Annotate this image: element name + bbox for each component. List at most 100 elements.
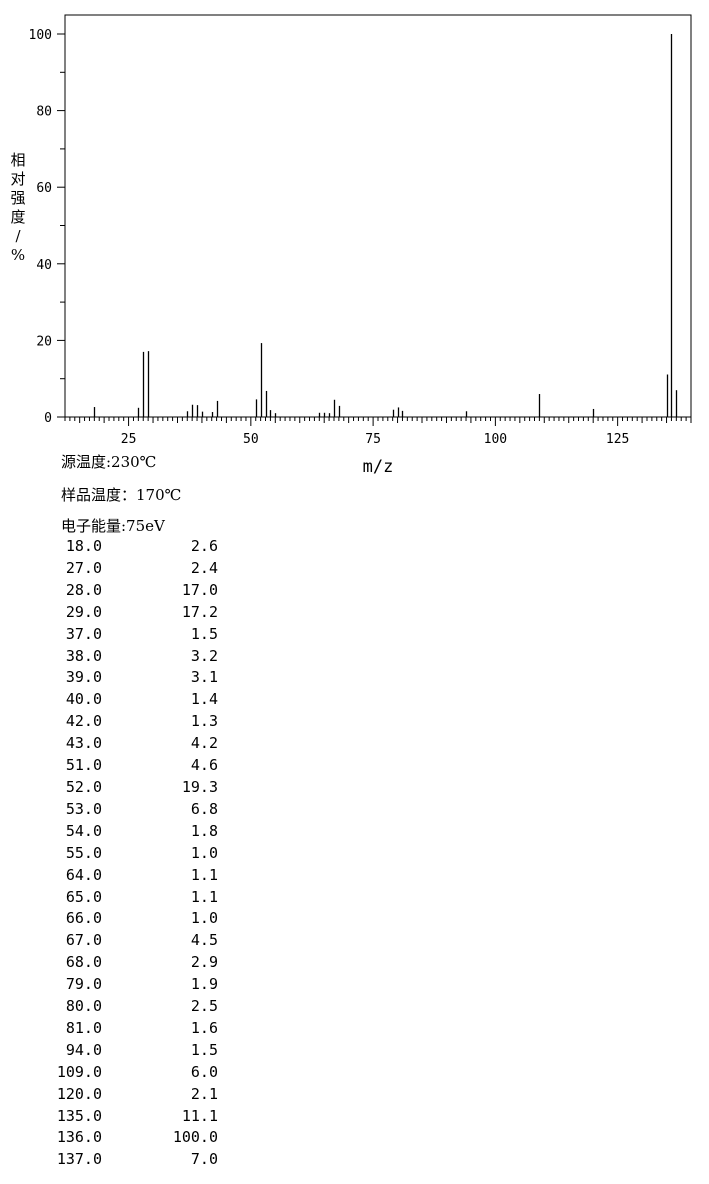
x-tick-label: 75 bbox=[365, 432, 381, 447]
x-tick-label: 125 bbox=[606, 432, 629, 447]
peak-mz: 43.0 bbox=[65, 734, 102, 753]
y-tick-label: 60 bbox=[36, 181, 52, 196]
peak-mz: 79.0 bbox=[65, 975, 102, 994]
peak-abundance: 4.2 bbox=[190, 734, 218, 753]
peak-row: 120.0 2.1 bbox=[44, 1084, 218, 1106]
peak-abundance: 1.4 bbox=[190, 690, 218, 709]
x-axis-ticks: 25 50 75 100 125 bbox=[121, 417, 629, 447]
peak-abundance: 17.2 bbox=[181, 602, 218, 621]
peak-row: 67.0 4.5 bbox=[44, 930, 218, 952]
peak-abundance: 1.1 bbox=[190, 887, 218, 906]
peak-row: 40.0 1.4 bbox=[44, 689, 218, 711]
sample-temperature: 样品温度：170℃ bbox=[61, 486, 182, 504]
peak-mz: 51.0 bbox=[65, 756, 102, 775]
peak-mz: 66.0 bbox=[65, 909, 102, 928]
peak-row: 65.0 1.1 bbox=[44, 887, 218, 909]
peak-abundance: 4.5 bbox=[190, 931, 218, 950]
y-tick-label: 0 bbox=[44, 411, 52, 426]
peak-row: 53.0 6.8 bbox=[44, 799, 218, 821]
y-tick-label: 80 bbox=[36, 105, 52, 120]
peak-abundance: 2.6 bbox=[190, 537, 218, 555]
peak-mz: 37.0 bbox=[65, 624, 102, 643]
peak-mz: 80.0 bbox=[65, 997, 102, 1016]
peak-abundance: 1.3 bbox=[190, 712, 218, 731]
peak-abundance: 1.8 bbox=[190, 821, 218, 840]
peak-row: 27.0 2.4 bbox=[44, 558, 218, 580]
peak-mz: 40.0 bbox=[65, 690, 102, 709]
peak-mz: 38.0 bbox=[65, 646, 102, 665]
peak-row: 137.0 7.0 bbox=[44, 1149, 218, 1171]
x-tick-label: 25 bbox=[121, 432, 137, 447]
peak-row: 42.0 1.3 bbox=[44, 711, 218, 733]
peak-row: 52.0 19.3 bbox=[44, 777, 218, 799]
peak-abundance: 11.1 bbox=[181, 1106, 218, 1125]
peak-row: 28.0 17.0 bbox=[44, 580, 218, 602]
peak-abundance: 2.9 bbox=[190, 953, 218, 972]
peak-abundance: 19.3 bbox=[181, 777, 218, 796]
peak-row: 80.0 2.5 bbox=[44, 996, 218, 1018]
peak-row: 38.0 3.2 bbox=[44, 646, 218, 668]
peak-row: 135.0 11.1 bbox=[44, 1106, 218, 1128]
peak-abundance: 7.0 bbox=[190, 1150, 218, 1169]
peak-abundance: 3.1 bbox=[190, 668, 218, 687]
peak-mz: 81.0 bbox=[65, 1018, 102, 1037]
peak-mz: 137.0 bbox=[56, 1150, 102, 1169]
peak-row: 54.0 1.8 bbox=[44, 821, 218, 843]
peak-abundance: 3.2 bbox=[190, 646, 218, 665]
peak-abundance: 1.9 bbox=[190, 975, 218, 994]
peak-mz: 67.0 bbox=[65, 931, 102, 950]
peak-abundance: 4.6 bbox=[190, 756, 218, 775]
peak-mz: 53.0 bbox=[65, 799, 102, 818]
electron-energy: 电子能量:75eV bbox=[61, 517, 165, 535]
peak-mz: 18.0 bbox=[65, 537, 102, 555]
peak-mz: 42.0 bbox=[65, 712, 102, 731]
peak-abundance: 2.4 bbox=[190, 558, 218, 577]
peak-mz: 55.0 bbox=[65, 843, 102, 862]
peak-abundance: 6.0 bbox=[190, 1062, 218, 1081]
peak-abundance: 17.0 bbox=[181, 580, 218, 599]
peak-abundance: 1.0 bbox=[190, 843, 218, 862]
peak-abundance: 1.5 bbox=[190, 1040, 218, 1059]
peak-mz: 52.0 bbox=[65, 777, 102, 796]
peak-row: 29.0 17.2 bbox=[44, 602, 218, 624]
peak-mz: 68.0 bbox=[65, 953, 102, 972]
peak-row: 39.0 3.1 bbox=[44, 667, 218, 689]
peak-mz: 64.0 bbox=[65, 865, 102, 884]
peak-abundance: 1.1 bbox=[190, 865, 218, 884]
peak-row: 51.0 4.6 bbox=[44, 755, 218, 777]
mass-spectrum-chart: 25 50 75 100 125 0 20 40 60 80 100 m/z 相对强度/% bbox=[10, 14, 692, 477]
peak-mz: 65.0 bbox=[65, 887, 102, 906]
peak-row: 64.0 1.1 bbox=[44, 865, 218, 887]
peak-list-table: 18.0 2.6 27.0 2.4 28.0 17.0 29.0 17.2 37.0 1.5 38.… bbox=[44, 536, 218, 1171]
peak-row: 94.0 1.5 bbox=[44, 1040, 218, 1062]
y-tick-label: 20 bbox=[36, 334, 52, 349]
peak-row: 18.0 2.6 bbox=[44, 536, 218, 558]
peak-abundance: 1.0 bbox=[190, 909, 218, 928]
peak-abundance: 2.5 bbox=[190, 997, 218, 1016]
y-tick-label: 40 bbox=[36, 258, 52, 273]
peak-row: 66.0 1.0 bbox=[44, 908, 218, 930]
peak-row: 68.0 2.9 bbox=[44, 952, 218, 974]
peak-mz: 136.0 bbox=[56, 1128, 102, 1147]
x-axis-label: m/z bbox=[363, 457, 394, 477]
peak-row: 109.0 6.0 bbox=[44, 1062, 218, 1084]
spectrum-peaks bbox=[93, 34, 678, 417]
peak-mz: 135.0 bbox=[56, 1106, 102, 1125]
peak-row: 55.0 1.0 bbox=[44, 843, 218, 865]
source-temperature: 源温度:230℃ bbox=[61, 453, 157, 471]
peak-abundance: 2.1 bbox=[190, 1084, 218, 1103]
peak-row: 37.0 1.5 bbox=[44, 624, 218, 646]
x-minor-ticks bbox=[64, 417, 692, 423]
x-tick-label: 50 bbox=[243, 432, 259, 447]
peak-row: 43.0 4.2 bbox=[44, 733, 218, 755]
plot-frame bbox=[64, 14, 692, 418]
peak-row: 79.0 1.9 bbox=[44, 974, 218, 996]
peak-abundance: 1.5 bbox=[190, 624, 218, 643]
y-axis-label: 相对强度/% bbox=[10, 151, 25, 264]
y-axis-ticks: 0 20 40 60 80 100 bbox=[29, 28, 65, 426]
peak-mz: 28.0 bbox=[65, 580, 102, 599]
peak-mz: 109.0 bbox=[56, 1062, 102, 1081]
peak-mz: 27.0 bbox=[65, 558, 102, 577]
x-tick-label: 100 bbox=[484, 432, 507, 447]
peak-mz: 54.0 bbox=[65, 821, 102, 840]
